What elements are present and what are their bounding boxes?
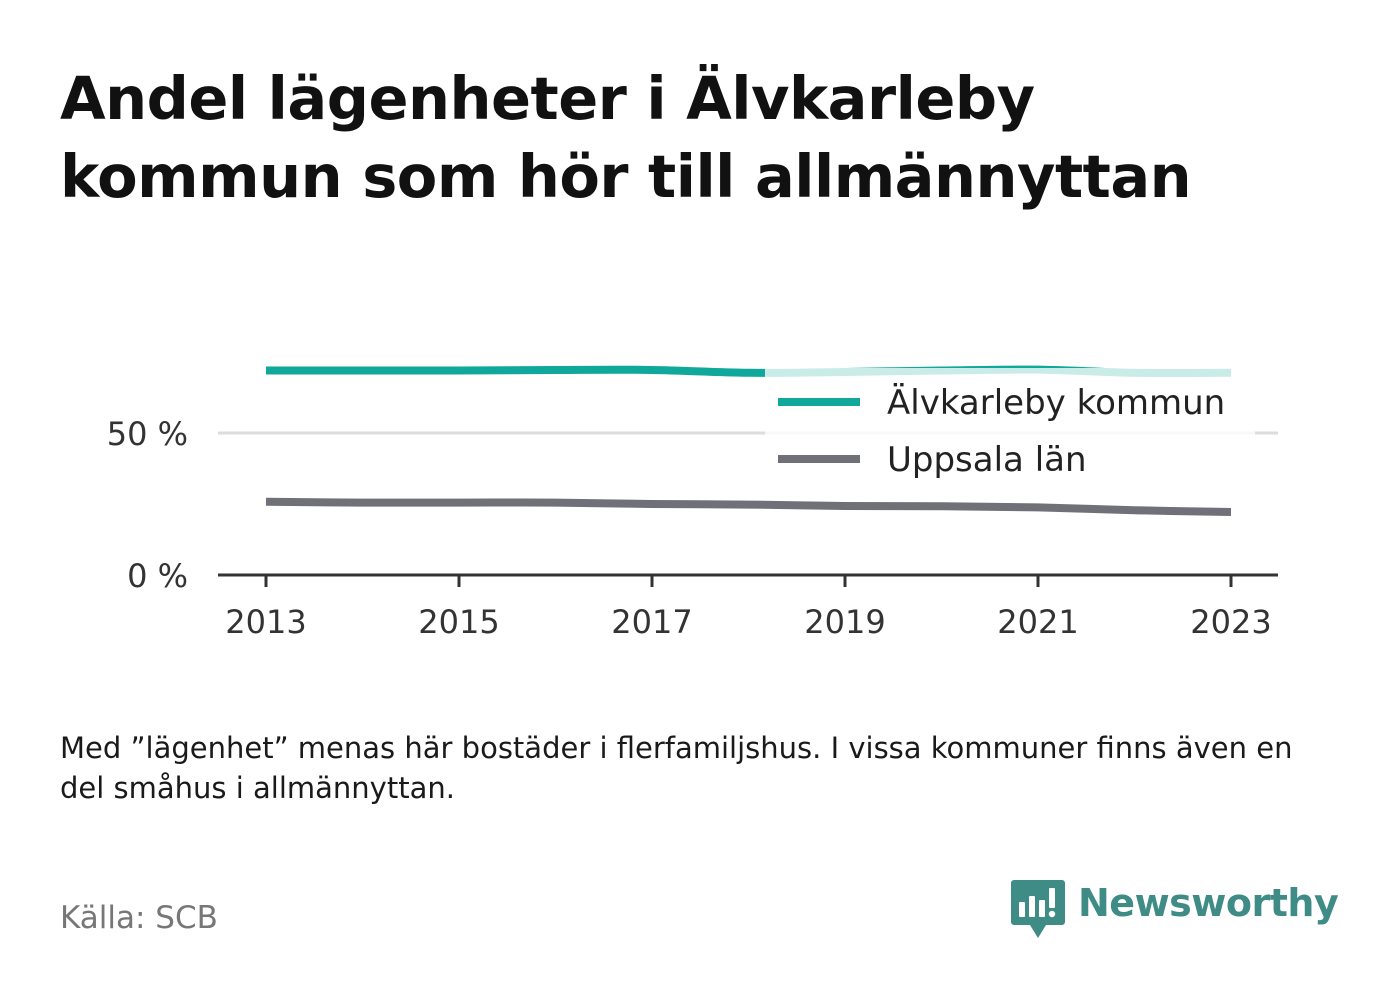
source-text: Källa: SCB — [60, 900, 218, 936]
x-tick-label: 2017 — [611, 603, 692, 641]
brand-logo[interactable]: Newsworthy — [1010, 878, 1339, 942]
bar-chart-speech-bubble-icon — [1011, 880, 1065, 938]
brand-name: Newsworthy — [1078, 881, 1339, 925]
line-chart: 0 % 50 % 2013 2015 2017 2019 2021 2023 Älvkarle… — [107, 365, 1278, 641]
chart-note: Med ”lägenhet” menas här bostäder i fler… — [60, 731, 1293, 805]
legend-background — [765, 368, 1255, 498]
series-line-1 — [265, 497, 1232, 516]
chart-title: Andel lägenheter i Älvkarleby kommun som… — [60, 64, 1192, 211]
x-tick-label: 2023 — [1190, 603, 1271, 641]
x-tick-label: 2021 — [997, 603, 1078, 641]
legend-label: Uppsala län — [887, 440, 1087, 480]
legend-label: Älvkarleby kommun — [887, 383, 1225, 423]
legend: Älvkarleby kommun Uppsala län — [765, 368, 1255, 498]
x-tick-label: 2019 — [804, 603, 885, 641]
x-tick-label: 2015 — [418, 603, 499, 641]
axes: 0 % 50 % 2013 2015 2017 2019 2021 2023 — [107, 415, 1278, 641]
y-tick-label: 0 % — [127, 557, 188, 595]
y-tick-label: 50 % — [107, 415, 188, 453]
x-tick-label: 2013 — [225, 603, 306, 641]
